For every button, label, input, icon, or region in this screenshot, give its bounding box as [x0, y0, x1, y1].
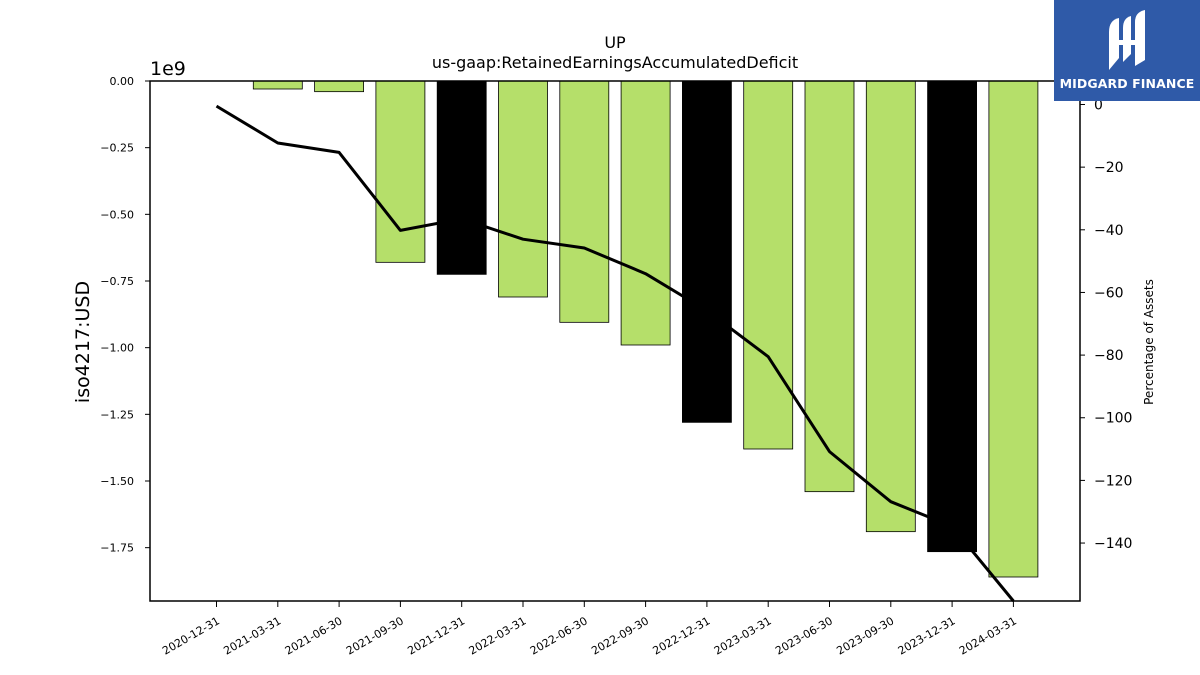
x-axis-ticks: 2020-12-31 2021-03-31 2021-06-30 2021-09-30… [160, 601, 1019, 658]
x-tick-label: 2021-06-30 [283, 614, 345, 657]
y2-tick-label: −120 [1094, 473, 1132, 489]
x-tick-label: 2023-12-31 [896, 614, 958, 657]
bar-2023-12-31 [927, 80, 977, 553]
bar-2021-06-30 [314, 80, 365, 93]
y-tick-label: 0.00 [110, 75, 135, 88]
x-tick-label: 2022-12-31 [651, 614, 713, 657]
line-group [215, 104, 1015, 602]
y2-tick-label: 0 [1094, 97, 1103, 113]
bar-2024-03-31 [988, 80, 1039, 578]
y-tick-label: −1.75 [100, 542, 134, 555]
bar-2023-09-30 [865, 80, 916, 533]
chart-title: UP [604, 33, 626, 52]
bar-2022-12-31 [682, 80, 732, 423]
brand-logo: MIDGARD FINANCE [1054, 0, 1200, 101]
y2-axis-label: Percentage of Assets [1142, 279, 1156, 405]
percentage-line [215, 104, 1015, 602]
x-tick-label: 2020-12-31 [160, 614, 222, 657]
bar-2023-06-30 [804, 80, 855, 493]
y2-tick-label: −20 [1094, 160, 1124, 176]
x-tick-label: 2021-09-30 [344, 614, 406, 657]
x-tick-label: 2021-12-31 [405, 614, 467, 657]
bar-2022-06-30 [559, 80, 610, 323]
x-tick-label: 2023-09-30 [834, 614, 896, 657]
y-tick-label: −0.75 [100, 275, 134, 288]
bar-2021-03-31 [252, 80, 303, 90]
x-tick-label: 2022-03-31 [467, 614, 529, 657]
bar-2021-12-31 [436, 80, 487, 275]
y2-tick-label: −40 [1094, 223, 1124, 239]
y2-tick-label: −100 [1094, 411, 1132, 427]
bar-2023-03-31 [743, 80, 794, 450]
y2-tick-label: −80 [1094, 348, 1124, 364]
bar-2022-03-31 [498, 80, 548, 298]
y2-axis-ticks: 0 −20 −40 −60 −80 −100 −120 −140 [1080, 97, 1132, 552]
x-tick-label: 2023-03-31 [712, 614, 774, 657]
x-tick-label: 2021-03-31 [221, 614, 283, 657]
bar-2022-09-30 [620, 80, 671, 346]
y-axis-label: iso4217:USD [72, 281, 94, 403]
y-tick-label: −0.50 [100, 208, 134, 221]
plot-frame [149, 80, 1081, 602]
bar-2021-09-30 [375, 80, 426, 263]
y-offset-label: 1e9 [150, 58, 186, 80]
y2-tick-label: −60 [1094, 285, 1124, 301]
midgard-logo-icon [1109, 10, 1145, 70]
y-tick-label: −1.50 [100, 475, 134, 488]
chart-subtitle: us-gaap:RetainedEarningsAccumulatedDefic… [432, 53, 798, 72]
y-tick-label: −1.25 [100, 408, 134, 421]
x-tick-label: 2022-06-30 [528, 614, 590, 657]
y-tick-label: −0.25 [100, 142, 134, 155]
y-axis-ticks: 0.00 −0.25 −0.50 −0.75 −1.00 −1.25 −1.50 −1.75 [100, 75, 150, 555]
x-tick-label: 2022-09-30 [589, 614, 651, 657]
y2-tick-label: −140 [1094, 536, 1132, 552]
x-tick-label: 2023-06-30 [773, 614, 835, 657]
brand-name: MIDGARD FINANCE [1059, 76, 1195, 91]
y-tick-label: −1.00 [100, 342, 134, 355]
bar-group [252, 80, 1039, 578]
x-tick-label: 2024-03-31 [957, 614, 1019, 657]
